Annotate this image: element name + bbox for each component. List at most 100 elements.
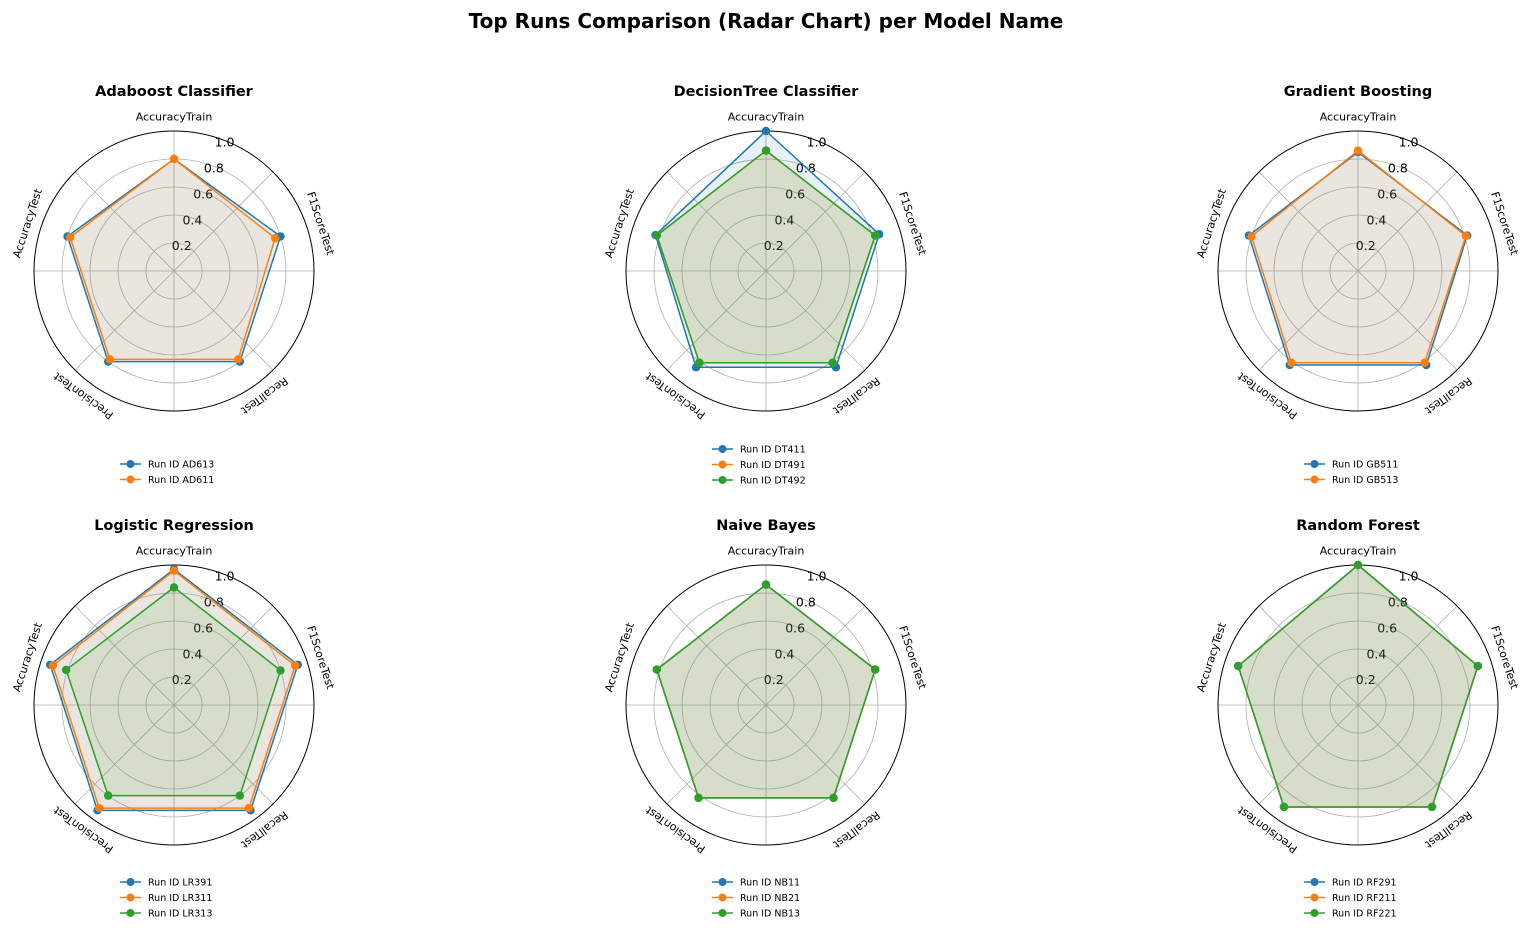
- data-point: [652, 231, 662, 240]
- radial-tick-label: 0.6: [193, 620, 213, 635]
- data-point: [694, 793, 703, 803]
- radial-tick-label: 0.4: [1366, 646, 1386, 661]
- series-fill: [1238, 565, 1478, 807]
- data-point: [761, 580, 771, 589]
- axis-label: AccuracyTest: [602, 621, 637, 694]
- radial-tick-label: 0.6: [1377, 620, 1397, 635]
- legend-label: Run ID LR313: [148, 909, 212, 920]
- grid-line: [666, 704, 767, 805]
- data-point: [233, 355, 243, 364]
- data-point: [290, 661, 300, 670]
- legend-marker: [1310, 909, 1319, 917]
- axis-label: AccuracyTest: [602, 187, 637, 260]
- series-fill: [52, 570, 296, 809]
- legend-marker: [718, 445, 727, 453]
- data-point: [1473, 661, 1483, 671]
- radial-tick-label: 0.4: [182, 646, 202, 661]
- series-fill: [1248, 152, 1468, 366]
- grid-line: [173, 704, 274, 805]
- data-point: [105, 355, 115, 364]
- series-fill: [66, 587, 281, 796]
- legend-label: Run ID NB13: [740, 909, 800, 920]
- legend-marker: [1310, 878, 1319, 886]
- grid-line: [1357, 171, 1458, 272]
- legend-label: Run ID AD613: [148, 460, 214, 471]
- series-fill: [655, 131, 880, 368]
- radial-tick-label: 0.6: [193, 186, 213, 201]
- radial-tick-label: 0.4: [774, 212, 794, 227]
- data-point: [103, 791, 113, 800]
- legend-label: Run ID DT491: [740, 460, 806, 471]
- legend-label: Run ID GB511: [1332, 460, 1398, 471]
- legend-label: Run ID DT492: [740, 476, 806, 487]
- axis-label: RecallTest: [1422, 374, 1474, 417]
- axis-label: AccuracyTrain: [728, 111, 805, 124]
- legend-label: Run ID RF221: [1332, 909, 1397, 920]
- radar-panel: Random Forest 0.2 0.4 0.6 0.8 1.0AccuracyTrai…: [1194, 518, 1521, 920]
- series-line: [66, 158, 282, 363]
- data-point: [169, 154, 179, 164]
- axis-label: AccuracyTest: [1194, 621, 1229, 694]
- grid-line: [765, 704, 866, 805]
- data-point: [1420, 358, 1429, 367]
- series-fill: [1238, 565, 1478, 807]
- polar-frame: [33, 564, 315, 846]
- legend-label: Run ID RF211: [1332, 893, 1397, 904]
- grid-line: [1357, 270, 1458, 371]
- radial-tick-label: 0.2: [1356, 238, 1376, 253]
- radial-tick-label: 0.8: [796, 595, 816, 610]
- grid-line: [1357, 605, 1458, 706]
- legend-marker: [718, 893, 727, 902]
- legend-label: Run ID LR311: [148, 893, 212, 904]
- data-point: [169, 566, 179, 575]
- axis-label: AccuracyTrain: [136, 111, 213, 124]
- radial-tick-label: 0.6: [785, 620, 805, 635]
- axis-label: F1ScoreTest: [304, 624, 337, 691]
- data-point: [1279, 802, 1289, 812]
- data-point: [270, 233, 280, 243]
- radial-tick-label: 0.8: [1388, 161, 1408, 176]
- radial-tick-label: 0.4: [774, 646, 794, 661]
- panel-title: Adaboost Classifier: [95, 84, 254, 100]
- radial-tick-label: 0.2: [1356, 672, 1376, 687]
- radial-tick-label: 0.2: [172, 672, 192, 687]
- series-fill: [1251, 150, 1466, 363]
- data-point: [761, 126, 771, 136]
- axis-label: AccuracyTrain: [136, 545, 213, 558]
- legend-marker: [718, 460, 727, 469]
- grid-line: [765, 605, 866, 706]
- series-fill: [1238, 565, 1478, 807]
- legend-label: Run ID LR391: [148, 878, 212, 889]
- series-fill: [67, 159, 281, 362]
- data-point: [870, 231, 880, 240]
- data-point: [1247, 232, 1256, 241]
- radial-tick-label: 1.0: [1399, 569, 1419, 584]
- series-fill: [50, 569, 298, 811]
- axis-label: RecallTest: [830, 374, 882, 417]
- grid-line: [74, 704, 175, 805]
- figure-title: Top Runs Comparison (Radar Chart) per Mo…: [469, 9, 1064, 33]
- data-point: [235, 791, 245, 800]
- radial-tick-label: 0.6: [1377, 186, 1397, 201]
- data-point: [870, 665, 880, 674]
- radial-tick-label: 0.4: [1366, 212, 1386, 227]
- radial-tick-label: 1.0: [215, 569, 235, 584]
- series-line: [654, 130, 880, 369]
- axis-label: F1ScoreTest: [304, 190, 337, 257]
- grid-line: [765, 171, 866, 272]
- series-line: [52, 569, 296, 809]
- data-point: [169, 583, 179, 592]
- grid-line: [74, 171, 175, 272]
- legend-label: Run ID NB11: [740, 878, 800, 889]
- data-point: [1287, 358, 1296, 367]
- radial-tick-label: 0.2: [764, 672, 784, 687]
- legend-marker: [126, 909, 135, 917]
- data-point: [48, 661, 58, 670]
- series-line: [49, 568, 299, 812]
- radial-tick-label: 0.8: [204, 161, 224, 176]
- radar-panel: Gradient Boosting0.20.40.60.81.0Accuracy…: [1194, 84, 1521, 486]
- series-line: [1237, 564, 1479, 808]
- series-fill: [656, 150, 876, 363]
